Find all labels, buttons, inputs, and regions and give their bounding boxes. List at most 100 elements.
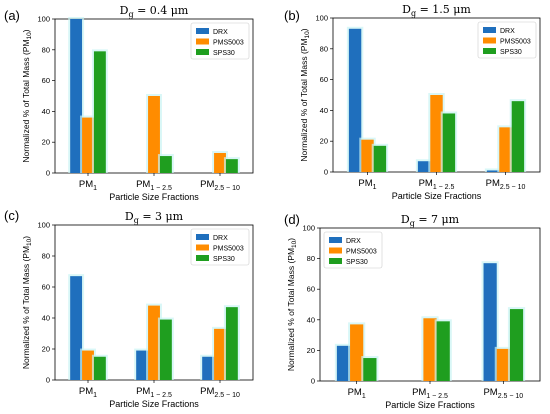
bar-halo — [484, 168, 502, 172]
bar-drx-3 — [202, 356, 215, 380]
y-tick-label: 60 — [42, 76, 50, 85]
legend: DRX PMS5003 SPS30 — [477, 21, 537, 59]
y-tick-label: 0 — [324, 168, 328, 177]
legend-entry: SPS30 — [213, 256, 235, 263]
y-tick-label: 0 — [311, 377, 315, 386]
legend-entry: PMS5003 — [346, 249, 377, 256]
y-tick-label: 40 — [307, 315, 315, 324]
y-tick-label: 80 — [307, 254, 315, 263]
legend-swatch — [196, 255, 209, 261]
legend-entry: SPS30 — [213, 50, 235, 57]
bar-pms5003-2 — [423, 318, 437, 381]
bar-sps30-3 — [511, 101, 525, 172]
legend-entry: SPS30 — [500, 49, 522, 56]
legend-swatch — [196, 49, 209, 55]
panel-letter: (b) — [284, 8, 300, 23]
bar-sps30-2 — [159, 156, 172, 173]
chart-panel-4: (d) Dg = 7 μm 0 20 40 60 80 100 Normalized % of … — [284, 212, 541, 410]
chart-title: Dg = 0.4 μm — [120, 4, 189, 19]
chart-panel-2: (b) Dg = 1.5 μm 0 20 40 60 80 100 Normalized % o… — [284, 3, 541, 201]
x-tick-label: PM1 — [79, 386, 97, 399]
y-tick-label: 80 — [42, 252, 50, 261]
bar-drx-1 — [70, 276, 83, 380]
y-tick-label: 20 — [320, 137, 328, 146]
bar-sps30-2 — [442, 113, 456, 172]
y-tick-label: 0 — [46, 169, 50, 178]
y-tick-label: 60 — [42, 283, 50, 292]
chart-title: Dg = 1.5 μm — [402, 3, 471, 18]
y-tick-label: 60 — [307, 285, 315, 294]
bar-pms5003-2 — [148, 96, 160, 173]
bar-sps30-1 — [363, 358, 377, 381]
bar-pms5003-1 — [82, 350, 94, 380]
x-tick-label: PM1 — [348, 387, 366, 400]
chart-title: Dg = 7 μm — [401, 213, 460, 228]
legend-swatch — [196, 234, 209, 240]
bar-sps30-1 — [93, 356, 106, 380]
y-axis-label: Normalized % of Total Mass (PM10) — [21, 29, 33, 162]
bar-drx-2 — [417, 161, 431, 172]
y-axis-label: Normalized % of Total Mass (PM10) — [286, 238, 298, 371]
bar-drx-3 — [486, 170, 500, 172]
legend-swatch — [196, 244, 209, 251]
bar-sps30-2 — [436, 321, 450, 381]
bar-pms5003-1 — [350, 324, 364, 381]
x-tick-label: PM1 − 2.5 — [419, 178, 455, 191]
legend-entry: SPS30 — [346, 259, 368, 266]
panel-letter: (a) — [4, 8, 20, 23]
chart-title: Dg = 3 μm — [125, 210, 184, 225]
bar-pms5003-3 — [214, 328, 226, 380]
legend-swatch — [196, 28, 209, 34]
bar-pms5003-1 — [82, 117, 94, 173]
legend-swatch — [483, 48, 496, 54]
y-tick-label: 20 — [42, 138, 50, 147]
x-axis-label: Particle Size Fractions — [385, 400, 475, 410]
bar-sps30-3 — [509, 309, 524, 381]
bar-pms5003-2 — [430, 95, 443, 172]
bar-sps30-2 — [159, 319, 172, 380]
x-tick-label: PM1 — [79, 179, 97, 192]
x-axis-label: Particle Size Fractions — [392, 191, 482, 201]
legend: DRX PMS5003 SPS30 — [190, 228, 250, 266]
y-tick-label: 40 — [42, 314, 50, 323]
panel-letter: (c) — [4, 208, 19, 223]
bar-drx-2 — [136, 350, 149, 380]
legend-swatch — [483, 27, 496, 33]
x-tick-label: PM2.5 − 10 — [200, 179, 240, 192]
chart-panel-3: (c) Dg = 3 μm 0 20 40 60 80 100 Normalized % of … — [4, 208, 254, 409]
y-tick-label: 100 — [315, 14, 328, 23]
x-axis-label: Particle Size Fractions — [109, 399, 199, 409]
y-tick-label: 0 — [46, 376, 50, 385]
panel-letter: (d) — [284, 212, 300, 227]
y-axis-label: Normalized % of Total Mass (PM10) — [299, 28, 311, 161]
legend: DRX PMS5003 SPS30 — [323, 231, 383, 269]
legend-swatch — [329, 258, 342, 264]
bar-drx-1 — [348, 28, 362, 173]
y-tick-label: 100 — [37, 221, 50, 230]
y-tick-label: 80 — [42, 45, 50, 54]
bar-drx-1 — [336, 345, 351, 381]
bar-drx-3 — [483, 263, 497, 381]
bar-sps30-3 — [225, 159, 238, 173]
y-tick-label: 40 — [42, 107, 50, 116]
legend-swatch — [483, 37, 496, 44]
bar-sps30-3 — [225, 307, 238, 380]
bar-pms5003-3 — [214, 152, 226, 173]
y-tick-label: 20 — [42, 345, 50, 354]
x-tick-label: PM2.5 − 10 — [486, 178, 526, 191]
y-tick-label: 100 — [37, 15, 50, 24]
y-tick-label: 60 — [320, 75, 328, 84]
bar-drx-1 — [70, 19, 83, 173]
x-tick-label: PM1 − 2.5 — [136, 179, 172, 192]
legend-entry: PMS5003 — [213, 246, 244, 253]
legend-entry: PMS5003 — [500, 39, 531, 46]
x-tick-label: PM2.5 − 10 — [200, 386, 240, 399]
legend-entry: DRX — [213, 29, 228, 36]
bar-sps30-1 — [373, 145, 387, 172]
legend-entry: DRX — [346, 238, 361, 245]
bar-pms5003-1 — [361, 139, 374, 172]
x-tick-label: PM1 − 2.5 — [412, 387, 448, 400]
x-axis-label: Particle Size Fractions — [109, 192, 199, 202]
legend-swatch — [329, 237, 342, 243]
